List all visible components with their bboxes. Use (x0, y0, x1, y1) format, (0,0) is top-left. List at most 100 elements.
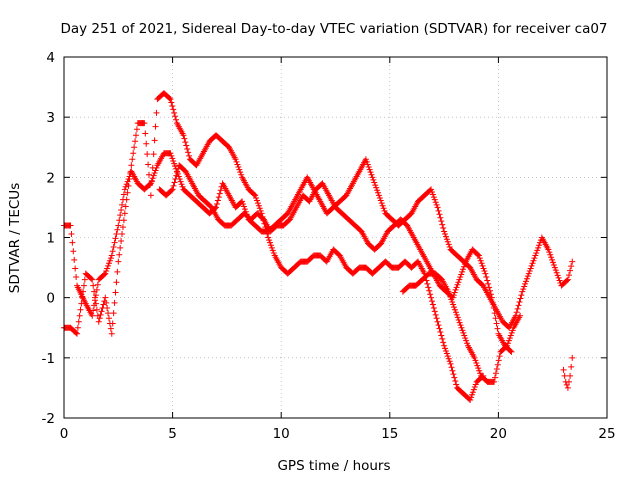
trace-marker (98, 308, 105, 315)
trace-marker (472, 357, 479, 364)
data-point (504, 342, 511, 349)
trace-marker (516, 298, 523, 305)
trace-marker (436, 325, 443, 332)
trace-marker (264, 231, 271, 238)
trace-marker (444, 238, 451, 245)
trace-marker (129, 156, 136, 163)
trace-marker (449, 367, 456, 374)
trace-marker (464, 340, 471, 347)
trace-marker (431, 196, 438, 203)
trace-marker (104, 265, 111, 272)
trace-marker (440, 339, 447, 346)
trace-marker (534, 247, 541, 254)
trace-marker (77, 306, 84, 313)
trace-marker (523, 278, 530, 285)
y-tick-label: 1 (46, 231, 55, 247)
data-point (232, 156, 239, 163)
trace-marker (91, 288, 98, 295)
trace-marker (132, 138, 139, 145)
data-point (488, 294, 495, 301)
trace-marker (531, 255, 538, 262)
trace-marker (535, 244, 542, 251)
trace-marker (456, 319, 463, 326)
trace-marker (547, 251, 554, 258)
trace-marker (437, 214, 444, 221)
trace-marker (109, 248, 116, 255)
trace-marker (546, 249, 553, 256)
trace-marker (439, 221, 446, 228)
trace-marker (166, 95, 173, 102)
trace-marker (169, 102, 176, 109)
trace-marker (454, 281, 461, 288)
trace-marker (185, 149, 192, 156)
trace-marker (447, 293, 454, 300)
trace-marker (520, 286, 527, 293)
trace-marker (122, 183, 129, 190)
y-tick-label: 4 (46, 50, 55, 66)
trace-marker (96, 315, 103, 322)
trace-marker (455, 279, 462, 286)
trace-marker (150, 151, 157, 158)
data-point (475, 252, 482, 259)
trace-marker (526, 268, 533, 275)
trace-marker (119, 231, 126, 238)
trace-marker (172, 176, 179, 183)
trace-marker (370, 176, 377, 183)
trace-marker (444, 353, 451, 360)
trace-marker (71, 256, 78, 263)
data-point (252, 192, 259, 199)
trace-marker (484, 277, 491, 284)
trace-marker (469, 389, 476, 396)
data-point (467, 396, 474, 403)
trace-marker (122, 203, 129, 210)
trace-marker (172, 113, 179, 120)
data-point (569, 354, 576, 361)
trace-marker (503, 343, 510, 350)
trace-marker (475, 365, 482, 372)
trace-marker (568, 363, 575, 370)
data-point (441, 228, 448, 235)
trace-marker (490, 304, 497, 311)
trace-marker (451, 289, 458, 296)
trace-marker (448, 296, 455, 303)
trace-marker (552, 267, 559, 274)
trace-marker (509, 327, 516, 334)
y-tick-label: 3 (46, 110, 55, 126)
trace-marker (125, 182, 132, 189)
trace-marker (70, 248, 77, 255)
x-tick-label: 20 (490, 426, 507, 442)
trace-marker (253, 197, 260, 204)
trace-marker (439, 335, 446, 342)
trace-marker (493, 366, 500, 373)
trace-marker (443, 350, 450, 357)
trace-marker (515, 302, 522, 309)
trace-marker (118, 237, 125, 244)
trace-marker (217, 187, 224, 194)
trace-marker (168, 187, 175, 194)
trace-marker (171, 109, 178, 116)
trace-marker (459, 327, 466, 334)
y-tick-label: -2 (42, 411, 55, 427)
trace-marker (433, 315, 440, 322)
trace-marker (507, 332, 514, 339)
trace-marker (270, 249, 277, 256)
trace-marker (81, 276, 88, 283)
trace-marker (92, 300, 99, 307)
trace-marker (149, 175, 156, 182)
data-point (369, 174, 376, 181)
trace-marker (146, 171, 153, 178)
trace-marker (234, 161, 241, 168)
trace-marker (92, 294, 99, 301)
trace-marker (105, 310, 112, 317)
trace-marker (107, 325, 114, 332)
trace-marker (363, 158, 370, 165)
trace-marker (186, 152, 193, 159)
trace-marker (463, 337, 470, 344)
data-point (564, 276, 571, 283)
trace-marker (373, 184, 380, 191)
data-point (517, 312, 524, 319)
trace-marker (379, 202, 386, 209)
trace-marker (110, 310, 117, 317)
chart-title: Day 251 of 2021, Sidereal Day-to-day VTE… (60, 21, 607, 37)
